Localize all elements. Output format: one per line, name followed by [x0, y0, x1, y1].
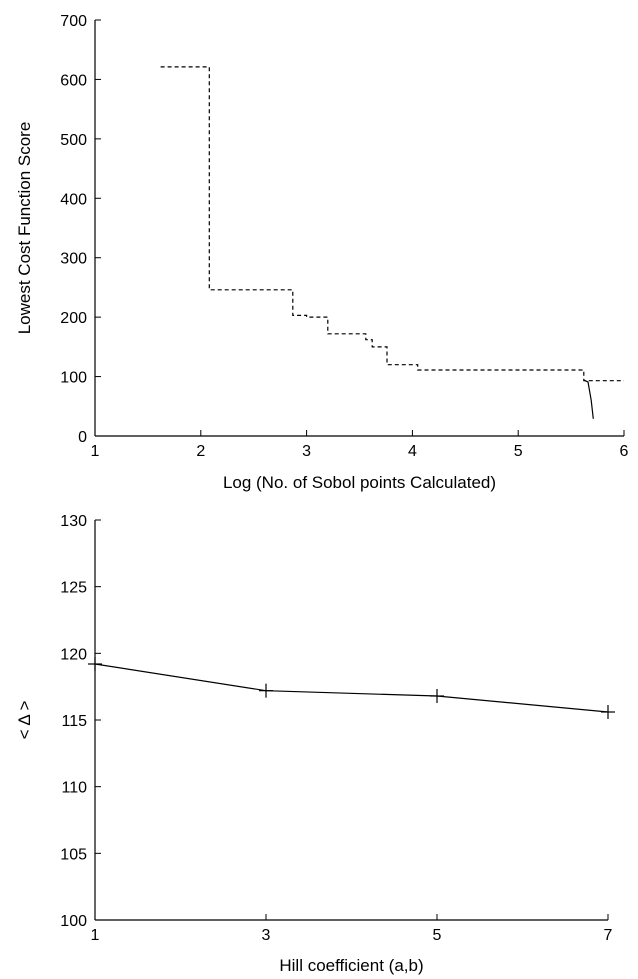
y-tick-label: 130: [60, 513, 87, 530]
data-point-marker: [601, 705, 615, 719]
data-point-marker: [430, 689, 444, 703]
x-tick-label: 3: [302, 443, 311, 460]
x-tick-label: 1: [91, 927, 100, 944]
x-tick-label: 5: [433, 927, 442, 944]
data-point-marker: [88, 657, 102, 671]
y-tick-label: 110: [61, 780, 87, 797]
y-tick-label: 200: [60, 310, 87, 327]
y-tick-label: 105: [60, 846, 87, 863]
bottom-chart: 1 3 5 7 100 105 110 115 120 125 130 Hill coefficien…: [15, 513, 615, 975]
x-tick-label: 2: [196, 443, 205, 460]
x-tick-label: 6: [620, 443, 629, 460]
y-tick-label: 0: [78, 429, 87, 446]
series-line-1: [583, 379, 594, 419]
y-tick-label: 120: [60, 646, 87, 663]
x-tick-label: 5: [514, 443, 523, 460]
top-chart: 1 2 3 4 5 6 0 100 200 300 400 500 600 700 Log (No. of …: [15, 13, 629, 492]
x-tick-label: 3: [262, 927, 271, 944]
y-tick-label: 115: [61, 713, 87, 730]
y-tick-label: 400: [60, 191, 87, 208]
series-line-0: [94, 663, 609, 713]
y-tick-label: 125: [60, 580, 87, 597]
y-tick-label: 700: [60, 13, 87, 30]
series-line-0: [160, 66, 624, 382]
x-tick-label: 4: [408, 443, 417, 460]
x-tick-label: 1: [91, 443, 100, 460]
x-tick-label: 7: [604, 927, 613, 944]
y-tick-label: 100: [60, 370, 87, 387]
y-tick-label: 100: [60, 913, 87, 930]
y-axis-title: < Δ >: [15, 701, 34, 740]
data-point-marker: [259, 683, 273, 698]
x-axis-title: Log (No. of Sobol points Calculated): [223, 473, 496, 492]
y-tick-label: 600: [60, 72, 87, 89]
x-axis-title: Hill coefficient (a,b): [279, 956, 423, 975]
y-axis-title: Lowest Cost Function Score: [15, 122, 34, 335]
y-tick-label: 500: [60, 132, 87, 149]
y-tick-label: 300: [60, 251, 87, 268]
